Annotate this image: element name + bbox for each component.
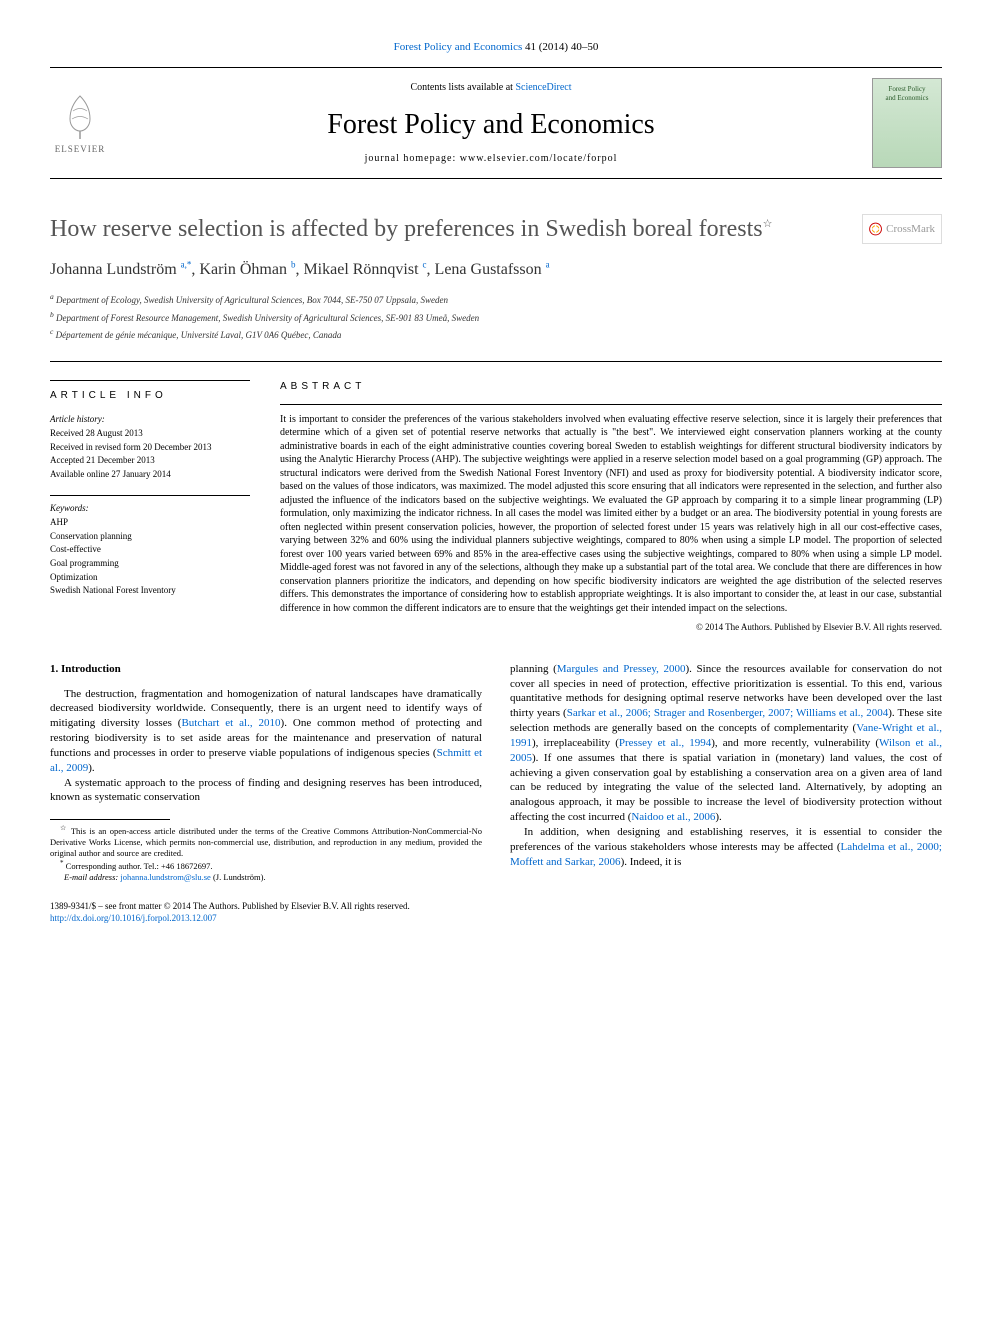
- intro-para-3: In addition, when designing and establis…: [510, 825, 942, 870]
- keyword-3: Cost-effective: [50, 543, 250, 556]
- intro-para-1: The destruction, fragmentation and homog…: [50, 687, 482, 776]
- homepage-label: journal homepage:: [365, 153, 460, 164]
- title-row: How reserve selection is affected by pre…: [50, 214, 942, 244]
- paper-title: How reserve selection is affected by pre…: [50, 214, 862, 244]
- section-1-heading: 1. Introduction: [50, 662, 482, 677]
- history-received: Received 28 August 2013: [50, 427, 250, 440]
- abstract-column: ABSTRACT It is important to consider the…: [280, 380, 942, 634]
- journal-name: Forest Policy and Economics: [110, 105, 872, 144]
- keyword-2: Conservation planning: [50, 530, 250, 543]
- keywords-label: Keywords:: [50, 502, 250, 515]
- author-3: , Mikael Rönnqvist c: [295, 261, 426, 278]
- journal-header: ELSEVIER Contents lists available at Sci…: [50, 67, 942, 179]
- abstract-text: It is important to consider the preferen…: [280, 404, 942, 616]
- title-footnote-star: ☆: [763, 218, 773, 230]
- footnote-email: E-mail address: johanna.lundstrom@slu.se…: [50, 872, 482, 883]
- affiliation-a: a Department of Ecology, Swedish Univers…: [50, 291, 942, 308]
- history-revised: Received in revised form 20 December 201…: [50, 441, 250, 454]
- keyword-1: AHP: [50, 516, 250, 529]
- footnote-open-access: ☆ This is an open-access article distrib…: [50, 824, 482, 859]
- info-abstract-row: ARTICLE INFO Article history: Received 2…: [50, 361, 942, 634]
- contents-text: Contents lists available at: [410, 82, 515, 93]
- keyword-6: Swedish National Forest Inventory: [50, 584, 250, 597]
- elsevier-tree-icon: [55, 91, 105, 141]
- cite-sarkar-strager-williams[interactable]: Sarkar et al., 2006; Strager and Rosenbe…: [567, 707, 889, 719]
- contents-line: Contents lists available at ScienceDirec…: [110, 81, 872, 95]
- footnote-corresponding: * Corresponding author. Tel.: +46 186726…: [50, 859, 482, 872]
- title-text: How reserve selection is affected by pre…: [50, 216, 763, 242]
- sciencedirect-link[interactable]: ScienceDirect: [515, 82, 571, 93]
- cover-title-line2: and Economics: [886, 94, 929, 102]
- homepage-url[interactable]: www.elsevier.com/locate/forpol: [460, 153, 618, 164]
- history-accepted: Accepted 21 December 2013: [50, 454, 250, 467]
- affiliation-b: b Department of Forest Resource Manageme…: [50, 309, 942, 326]
- publisher-name: ELSEVIER: [55, 143, 106, 156]
- cite-naidoo[interactable]: Naidoo et al., 2006: [631, 811, 715, 823]
- journal-reference: Forest Policy and Economics 41 (2014) 40…: [50, 40, 942, 55]
- crossmark-badge[interactable]: CrossMark: [862, 214, 942, 244]
- crossmark-icon: [869, 220, 882, 238]
- intro-para-2-cont: planning (Margules and Pressey, 2000). S…: [510, 662, 942, 825]
- abstract-heading: ABSTRACT: [280, 380, 942, 394]
- author-4: , Lena Gustafsson a: [427, 261, 550, 278]
- keyword-5: Optimization: [50, 571, 250, 584]
- journal-cover-thumbnail: Forest Policy and Economics: [872, 78, 942, 168]
- article-info: ARTICLE INFO Article history: Received 2…: [50, 380, 250, 634]
- journal-ref-link[interactable]: Forest Policy and Economics: [394, 41, 523, 53]
- affiliation-c: c Département de génie mécanique, Univer…: [50, 326, 942, 343]
- cover-title-line1: Forest Policy: [888, 85, 925, 93]
- author-2: , Karin Öhman b: [191, 261, 295, 278]
- affiliations: a Department of Ecology, Swedish Univers…: [50, 291, 942, 343]
- email-label: E-mail address:: [64, 872, 120, 882]
- journal-ref-issue: 41 (2014) 40–50: [522, 41, 598, 53]
- keyword-4: Goal programming: [50, 557, 250, 570]
- cite-margules[interactable]: Margules and Pressey, 2000: [557, 663, 686, 675]
- cite-pressey[interactable]: Pressey et al., 1994: [619, 737, 711, 749]
- homepage-line: journal homepage: www.elsevier.com/locat…: [110, 152, 872, 166]
- right-column: planning (Margules and Pressey, 2000). S…: [510, 662, 942, 883]
- cite-butchart[interactable]: Butchart et al., 2010: [181, 717, 280, 729]
- email-link[interactable]: johanna.lundstrom@slu.se: [120, 872, 210, 882]
- body-columns: 1. Introduction The destruction, fragmen…: [50, 662, 942, 883]
- intro-para-2: A systematic approach to the process of …: [50, 776, 482, 806]
- history-online: Available online 27 January 2014: [50, 468, 250, 481]
- article-info-heading: ARTICLE INFO: [50, 389, 250, 403]
- authors: Johanna Lundström a,*, Karin Öhman b, Mi…: [50, 258, 942, 281]
- issn-line: 1389-9341/$ – see front matter © 2014 Th…: [50, 901, 410, 913]
- elsevier-logo: ELSEVIER: [50, 88, 110, 158]
- author-1: Johanna Lundström a,*: [50, 261, 191, 278]
- header-center: Contents lists available at ScienceDirec…: [110, 81, 872, 166]
- page-footer: 1389-9341/$ – see front matter © 2014 Th…: [50, 901, 942, 924]
- keywords-block: Keywords: AHP Conservation planning Cost…: [50, 495, 250, 597]
- history-label: Article history:: [50, 413, 250, 426]
- footer-left: 1389-9341/$ – see front matter © 2014 Th…: [50, 901, 410, 924]
- footnote-separator: [50, 819, 170, 820]
- left-column: 1. Introduction The destruction, fragmen…: [50, 662, 482, 883]
- doi-link[interactable]: http://dx.doi.org/10.1016/j.forpol.2013.…: [50, 913, 217, 923]
- crossmark-label: CrossMark: [886, 222, 935, 237]
- abstract-copyright: © 2014 The Authors. Published by Elsevie…: [280, 621, 942, 634]
